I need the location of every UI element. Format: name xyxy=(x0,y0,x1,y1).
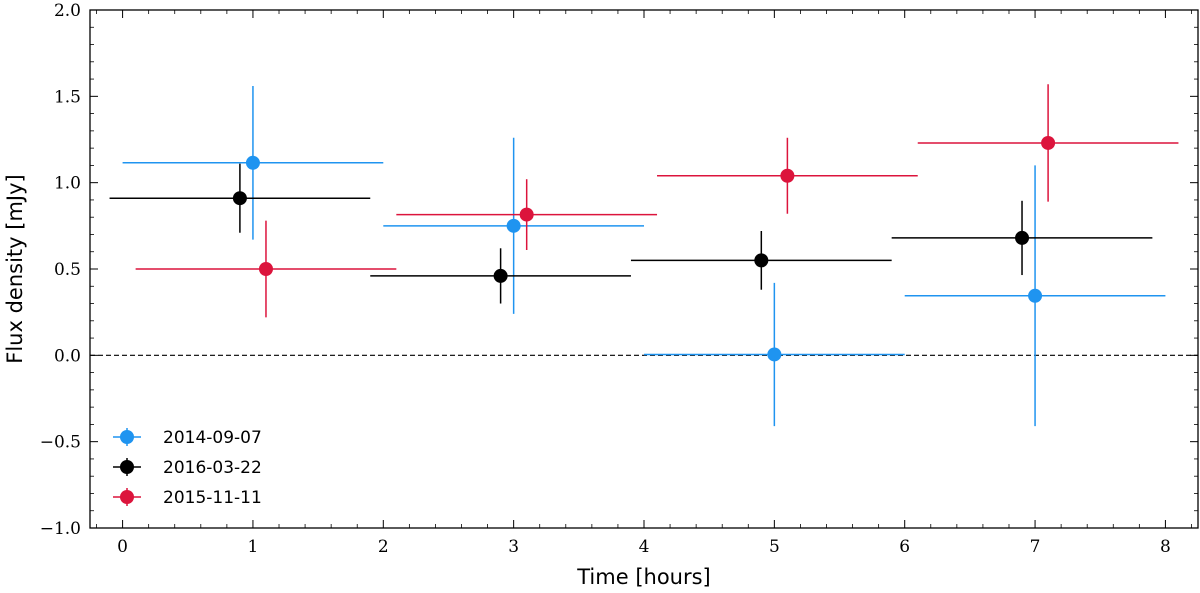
legend-entry: 2015-11-11 xyxy=(113,488,262,508)
x-tick-label: 6 xyxy=(899,537,910,557)
series-2015-11-11 xyxy=(135,84,1179,318)
legend-marker xyxy=(120,490,134,504)
legend-entry: 2014-09-07 xyxy=(113,428,262,448)
series-2014-09-07 xyxy=(122,85,1166,427)
data-point xyxy=(493,268,508,283)
legend: 2014-09-07 2016-03-22 2015-11-11 xyxy=(113,428,262,508)
legend-label: 2016-03-22 xyxy=(163,458,262,478)
data-point xyxy=(754,253,769,268)
x-tick-label: 0 xyxy=(117,537,128,557)
legend-label: 2015-11-11 xyxy=(163,488,262,508)
data-point xyxy=(1028,288,1043,303)
data-point xyxy=(245,155,260,170)
data-point xyxy=(767,347,782,362)
y-tick-label: 1.0 xyxy=(54,174,81,194)
x-tick-label: 4 xyxy=(639,537,650,557)
series-2016-03-22 xyxy=(109,163,1153,304)
data-point xyxy=(506,218,521,233)
data-point xyxy=(258,262,273,276)
legend-marker xyxy=(120,460,134,474)
x-tick-label: 3 xyxy=(508,537,519,557)
data-point xyxy=(519,207,534,222)
data-point xyxy=(1041,135,1056,150)
y-tick-label: −1.0 xyxy=(40,519,81,539)
x-axis-label: Time [hours] xyxy=(576,565,711,589)
data-point xyxy=(1015,230,1030,245)
x-tick-label: 5 xyxy=(769,537,780,557)
x-tick-label: 2 xyxy=(378,537,389,557)
x-tick-label: 8 xyxy=(1160,537,1171,557)
y-tick-label: −0.5 xyxy=(40,433,81,453)
y-axis-label: Flux density [mJy] xyxy=(3,174,27,363)
x-tick-label: 7 xyxy=(1030,537,1041,557)
plot-frame xyxy=(89,9,1199,529)
legend-entry: 2016-03-22 xyxy=(113,458,262,478)
x-tick-label: 1 xyxy=(248,537,259,557)
axis-ticks: 0 1 2 3 4 5 6 7 8 −1.0 −0.5 0.0 0.5 1.0 1.5 2.0 xyxy=(40,1,1198,557)
data-point xyxy=(232,191,247,206)
y-tick-label: 1.5 xyxy=(54,87,81,107)
legend-label: 2014-09-07 xyxy=(163,428,262,448)
y-tick-label: 0.5 xyxy=(54,260,81,280)
data-point xyxy=(780,168,795,183)
y-tick-label: 0.0 xyxy=(54,346,81,366)
y-tick-label: 2.0 xyxy=(54,1,81,21)
plot-marks xyxy=(90,84,1198,427)
legend-marker xyxy=(120,430,134,444)
